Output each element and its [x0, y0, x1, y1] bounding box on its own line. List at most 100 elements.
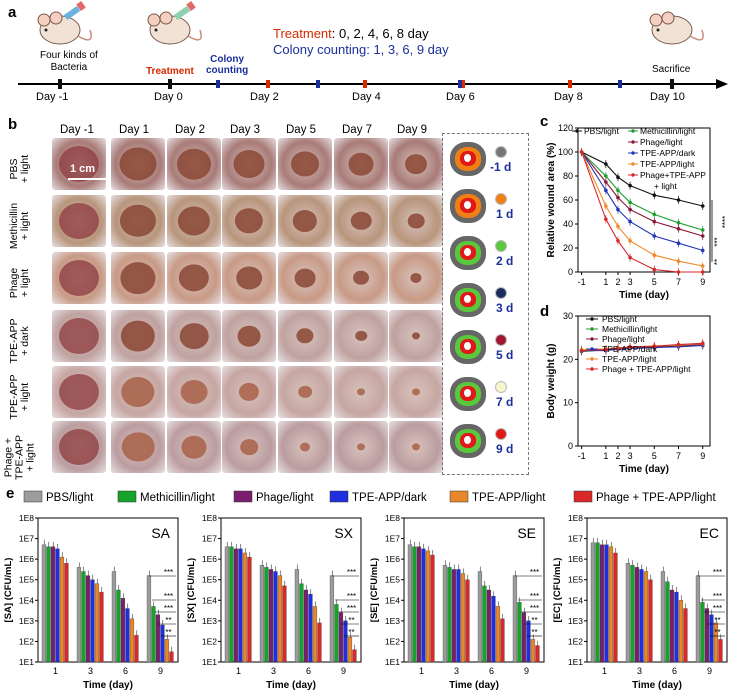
bar [312, 606, 318, 663]
data-point [616, 239, 620, 243]
legend-marker [631, 129, 635, 133]
wound-photo [222, 366, 276, 418]
data-point [628, 207, 632, 212]
legend-swatch-5 [573, 490, 593, 503]
legend-swatch-2 [233, 490, 253, 503]
panel-d-chart: d 0 10 20 30 -1 1 2 3 5 7 9 Time (day) Body weight (g… [540, 303, 711, 475]
bar [238, 548, 243, 663]
trace-center [464, 389, 471, 397]
y-tick-label: 1E6 [385, 554, 400, 564]
wound-area [59, 429, 99, 465]
wound-area [300, 442, 310, 452]
row-label-line: + light [19, 154, 31, 184]
y-tick-label: 1E4 [385, 595, 400, 605]
bar [169, 651, 174, 663]
y-tick-label: 1E4 [202, 595, 217, 605]
wound-area [177, 206, 211, 236]
trace-center [464, 295, 471, 303]
wound-area [407, 213, 425, 229]
legend-label-4: TPE-APP/light [640, 159, 695, 169]
wound-area [120, 262, 156, 294]
bar [613, 552, 618, 663]
data-point [616, 195, 620, 200]
bar [674, 591, 679, 663]
bar [273, 571, 278, 663]
data-point [604, 174, 608, 178]
row-label-line: + light [24, 443, 37, 472]
colony-tick [458, 80, 462, 88]
data-point [700, 234, 705, 238]
wound-photo [222, 138, 276, 190]
bar [407, 544, 413, 663]
wound-photo [167, 421, 221, 473]
y-tick-label: 1E6 [19, 554, 34, 564]
y-tick-label: 1E5 [385, 575, 400, 585]
data-point [616, 207, 620, 212]
bar [46, 546, 51, 663]
bar [500, 618, 505, 663]
column-header-2: Day 2 [175, 124, 206, 136]
y-tick-label: 1E2 [385, 636, 400, 646]
data-point [676, 227, 681, 231]
colony-schedule: Colony counting: 1, 3, 6, 9 day [273, 42, 449, 57]
scale-bar-label: 1 cm [70, 163, 96, 175]
timeline-tick-day [58, 79, 62, 89]
wound-photo [278, 310, 332, 362]
colony-tick [316, 80, 320, 88]
bar [247, 556, 252, 663]
bar [111, 571, 117, 663]
panel-e-chart: e PBS/light Methicillin/light Phage/light TP… [3, 485, 728, 691]
row-label-2: Phage + light [8, 251, 31, 315]
wound-area [119, 147, 157, 181]
y-axis-label: Relative wound area (%) [546, 142, 557, 257]
wound-area [237, 325, 261, 347]
bar [669, 589, 675, 663]
bacteria-caption: Four kinds of Bacteria [40, 50, 98, 73]
sig-label: *** [164, 592, 173, 601]
trace-center [464, 342, 471, 350]
data-point [676, 270, 681, 274]
bar [521, 612, 527, 663]
wound-area [236, 266, 262, 290]
data-point [628, 255, 632, 260]
x-axis-label: Time (day) [619, 290, 669, 301]
wound-trace-map [450, 283, 486, 317]
bar [41, 544, 47, 663]
legend-label-2: Phage/light [640, 137, 683, 147]
bar [451, 569, 457, 663]
x-axis-label: Time (day) [619, 464, 669, 475]
x-tick-label: 6 [123, 666, 128, 676]
y-tick-label: 1E8 [202, 513, 217, 523]
scale-bar [68, 178, 108, 180]
treatment-schedule: Treatment: 0, 2, 4, 6, 8 day [273, 26, 429, 41]
x-tick-label: 1 [603, 277, 608, 287]
timeline-day-4: Day 4 [352, 91, 381, 103]
wound-trace-map [450, 189, 486, 223]
x-tick-label: 9 [707, 666, 712, 676]
wound-area [412, 332, 420, 340]
sig-label: *** [713, 592, 722, 601]
bar [259, 565, 265, 663]
y-tick-label: 1E2 [19, 636, 34, 646]
panel-c-chart: c 0 20 40 60 80 100 120 -1 1 2 3 5 7 9 Time (day) Relati… [540, 113, 730, 301]
bar [229, 546, 234, 663]
data-point [652, 219, 657, 224]
wound-area [177, 148, 211, 180]
x-tick-label: 6 [672, 666, 677, 676]
data-point [652, 193, 657, 197]
wound-area [353, 270, 369, 286]
legend-label-5: Phage+TPE-APP [640, 170, 706, 180]
y-tick-label: 1E4 [568, 595, 583, 605]
x-tick-label: 3 [628, 277, 633, 287]
row-label-1: Methicillin + light [8, 194, 31, 258]
x-tick-label: 9 [700, 451, 705, 461]
data-point [676, 241, 681, 245]
bar [282, 585, 287, 663]
legend-dot-1 [495, 193, 507, 205]
bar [146, 575, 152, 663]
wound-photo [111, 421, 165, 473]
x-tick-label: 2 [615, 451, 620, 461]
treatment-tick [363, 80, 367, 88]
sig-label: ** [531, 616, 537, 625]
bar [477, 571, 483, 663]
